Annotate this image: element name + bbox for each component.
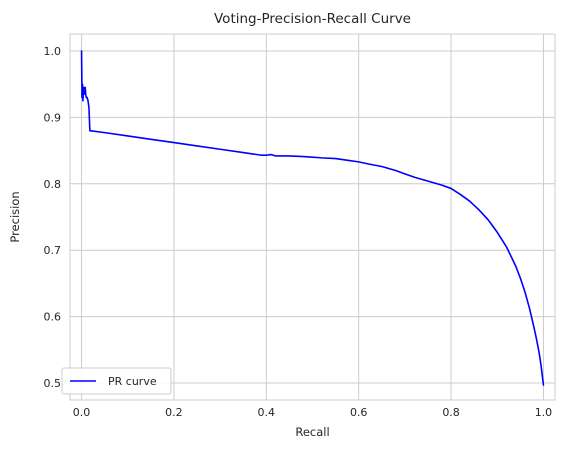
x-tick-label: 1.0: [535, 406, 553, 419]
y-tick-label: 0.7: [44, 244, 62, 257]
plot-frame: [69, 33, 556, 401]
y-tick-label: 0.5: [44, 377, 62, 390]
legend-box: [61, 367, 172, 395]
x-axis-title: Recall: [295, 425, 329, 439]
y-tick-label: 0.6: [44, 311, 62, 324]
legend-label-pr-curve: PR curve: [108, 375, 157, 388]
x-tick-label: 0.4: [258, 406, 276, 419]
x-tick-label: 0.8: [442, 406, 460, 419]
tick-labels: 0.0 0.2 0.4 0.6 0.8 1.0 0.5 0.6 0.7 0.8 0.9 1.0: [44, 45, 553, 419]
y-tick-label: 1.0: [44, 45, 62, 58]
y-axis-title: Precision: [8, 191, 22, 242]
series-line-pr-curve: [80, 50, 545, 386]
y-tick-label: 0.9: [44, 111, 62, 124]
y-tick-label: 0.8: [44, 178, 62, 191]
chart-title: Voting-Precision-Recall Curve: [214, 11, 411, 27]
x-tick-label: 0.6: [350, 406, 368, 419]
legend: PR curve: [61, 367, 172, 395]
x-tick-label: 0.0: [73, 406, 91, 419]
series-layer: [80, 50, 545, 386]
grid-lines: [70, 34, 555, 400]
x-tick-label: 0.2: [165, 406, 183, 419]
